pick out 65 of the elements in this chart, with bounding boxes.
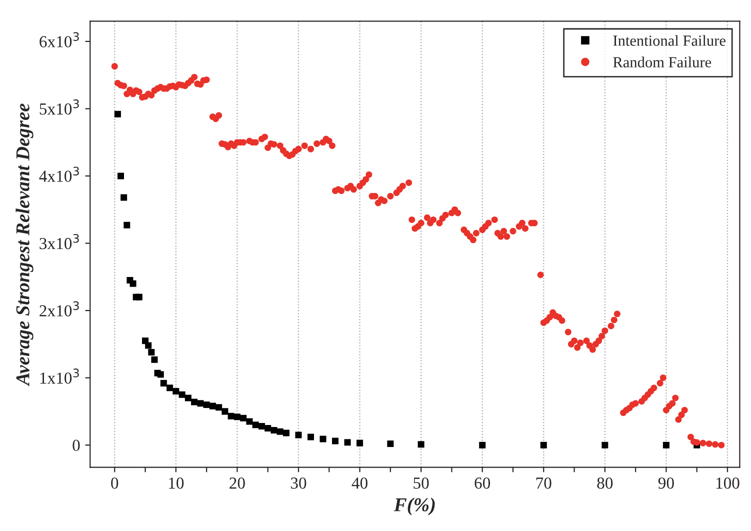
- x-tick-label: 60: [474, 477, 490, 489]
- point: [246, 418, 253, 425]
- y-tick-label: 2x10$^{3}$: [40, 301, 79, 316]
- point: [234, 414, 240, 420]
- point: [151, 356, 158, 363]
- point: [222, 408, 228, 415]
- point: [252, 422, 259, 428]
- point: [662, 442, 670, 448]
- legend-label: Intentional Failure: [613, 35, 726, 46]
- point: [145, 342, 152, 349]
- point: [120, 194, 128, 201]
- x-axis-title: F(%): [394, 498, 435, 516]
- point: [344, 439, 351, 446]
- point: [264, 425, 272, 432]
- point: [602, 442, 608, 448]
- point: [320, 436, 326, 442]
- point: [307, 434, 314, 440]
- point: [276, 428, 284, 435]
- point: [295, 432, 302, 438]
- point: [172, 388, 180, 395]
- x-tick-label: 80: [597, 477, 613, 489]
- y-tick-label: 5x10$^{3}$: [40, 99, 79, 115]
- point: [203, 401, 210, 408]
- point: [160, 380, 167, 386]
- point: [166, 384, 174, 392]
- x-tick-label: 0: [111, 477, 118, 489]
- point: [387, 440, 394, 447]
- point: [282, 430, 290, 436]
- y-axis-title: Average Strongest Relevant Degree: [16, 104, 34, 386]
- y-tick-label: 6x10$^{3}$: [40, 32, 79, 48]
- x-tick-label: 50: [414, 477, 429, 489]
- point: [258, 422, 265, 430]
- x-tick-label: 10: [169, 477, 184, 489]
- point: [197, 400, 204, 407]
- x-tick-label: 70: [536, 477, 552, 489]
- point: [136, 294, 142, 300]
- point: [540, 442, 547, 448]
- point: [332, 438, 339, 444]
- point: [418, 441, 424, 448]
- y-tick-label: 3x10$^{3}$: [40, 234, 79, 250]
- point: [178, 391, 186, 398]
- point: [356, 440, 364, 446]
- x-tick-label: 90: [658, 477, 674, 489]
- point: [118, 172, 124, 180]
- point: [114, 110, 121, 118]
- x-tick-label: 40: [352, 477, 368, 489]
- point: [124, 222, 130, 228]
- point: [216, 404, 222, 411]
- legend-label: Random Failure: [613, 56, 712, 68]
- y-tick-label: 4x10$^{3}$: [39, 166, 79, 182]
- point: [479, 442, 486, 448]
- point: [240, 414, 247, 422]
- point: [228, 412, 234, 420]
- point: [130, 280, 136, 287]
- point: [184, 394, 192, 402]
- point: [209, 402, 216, 410]
- y-tick-label: 0: [72, 440, 80, 452]
- x-tick-label: 20: [230, 477, 245, 489]
- y-tick-label: 1x10$^{3}$: [40, 368, 79, 384]
- point: [157, 371, 164, 378]
- point: [270, 427, 278, 434]
- x-tick-label: 30: [290, 477, 306, 489]
- x-tick-label: 100: [716, 477, 740, 489]
- point: [148, 348, 155, 356]
- point: [191, 398, 198, 406]
